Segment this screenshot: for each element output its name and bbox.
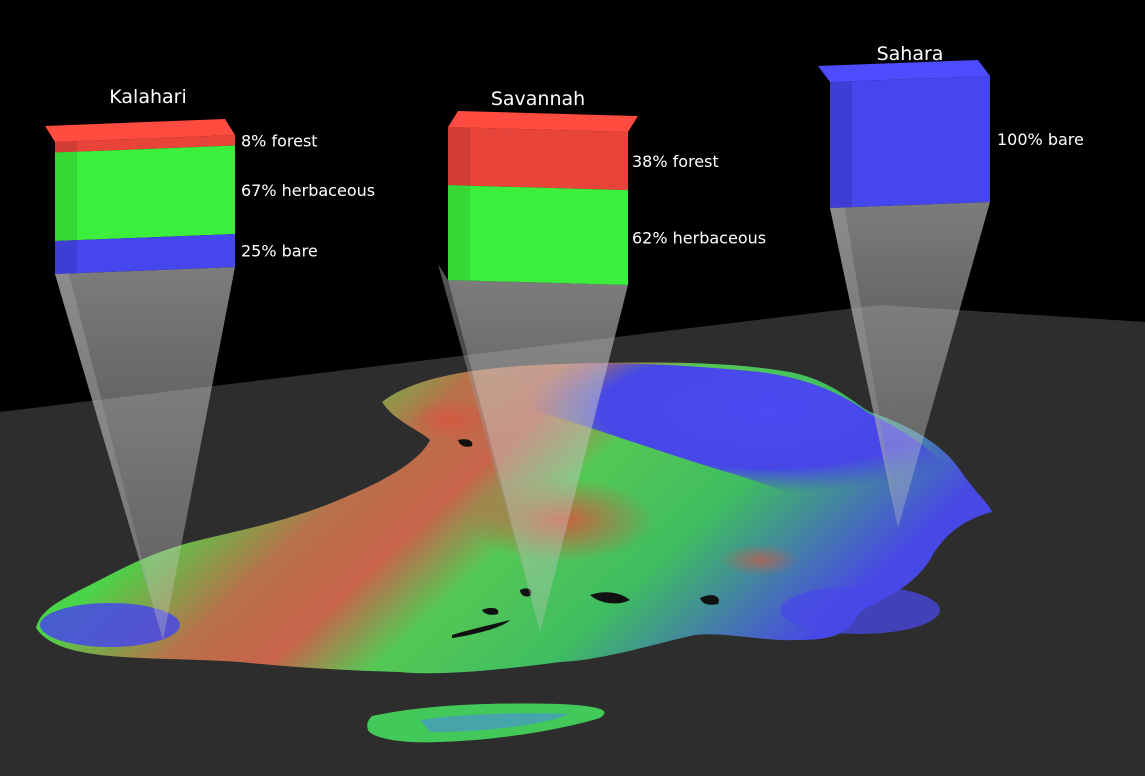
kalahari-herbaceous-shade [55,151,77,241]
kalahari-bare-segment [55,234,235,274]
sahara-bar-top [818,60,990,82]
kalahari-bar-top [45,119,235,142]
site-labels: 8% forest 67% herbaceous 25% bare Kalahari 3… [109,43,1084,261]
sahara-bare-label: 100% bare [997,130,1084,149]
kalahari-bare-shade [55,240,77,274]
savannah-bar-top [448,111,638,132]
sahara-beam-front [830,202,990,528]
savannah-forest-shade [448,127,470,186]
savannah-herbaceous-shade [448,185,470,281]
kalahari-forest-label: 8% forest [241,131,318,150]
sahara-title: Sahara [877,43,944,65]
land-cover-bars [45,60,990,285]
kalahari-beam-front [55,267,235,640]
savannah-beam-side [438,264,540,632]
sample-beams [55,192,990,640]
sahara-beam-side [830,192,898,528]
savannah-beam-front [448,280,628,632]
kalahari-title: Kalahari [109,86,186,108]
savannah-title: Savannah [491,88,585,110]
sahara-bare-segment [830,76,990,208]
sahara-bare-shade [830,81,852,208]
savannah-forest-segment [448,127,628,191]
kalahari-forest-segment [55,135,235,153]
savannah-forest-label: 38% forest [632,152,719,171]
kalahari-bare-label: 25% bare [241,242,318,261]
savannah-herbaceous-segment [448,185,628,285]
savannah-herbaceous-label: 62% herbaceous [632,229,766,248]
kalahari-forest-shade [55,141,77,153]
kalahari-herbaceous-label: 67% herbaceous [241,181,375,200]
kalahari-herbaceous-segment [55,145,235,241]
kalahari-beam-side [55,258,163,640]
